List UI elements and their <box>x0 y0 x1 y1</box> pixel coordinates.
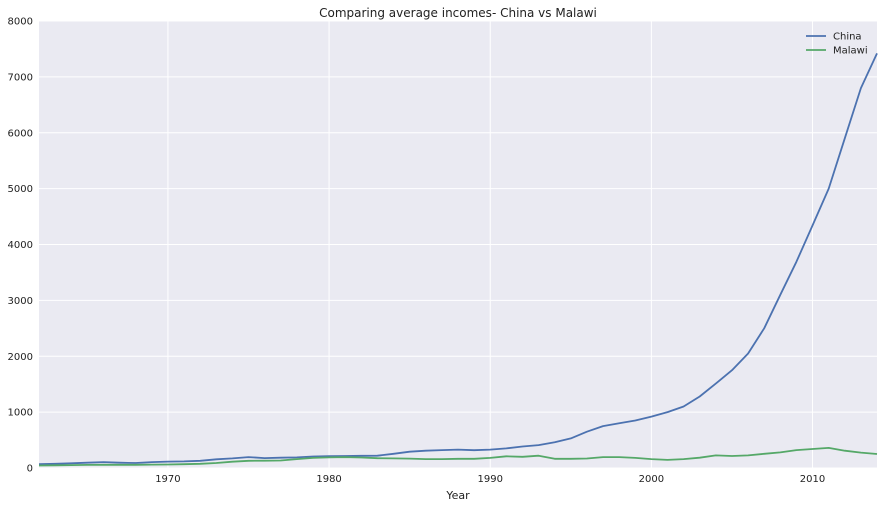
x-tick-label: 2010 <box>800 474 825 485</box>
series-line-china <box>38 53 878 465</box>
series-line-malawi <box>38 446 878 467</box>
legend: China Malawi <box>806 32 868 57</box>
x-tick-labels: 1970 1980 1990 2000 2010 <box>155 474 825 485</box>
legend-label-malawi: Malawi <box>833 46 868 57</box>
y-tick-label: 0 <box>27 464 33 475</box>
y-tick-labels: 0 1000 2000 3000 4000 5000 6000 7000 8000 <box>8 17 33 475</box>
chart-title: Comparing average incomes- China vs Mala… <box>319 6 597 20</box>
y-tick-label: 7000 <box>8 72 33 83</box>
y-tick-label: 8000 <box>8 17 33 28</box>
x-tick-label: 1990 <box>478 474 503 485</box>
grid <box>39 20 877 469</box>
y-tick-label: 3000 <box>8 296 33 307</box>
x-axis-label: Year <box>445 489 470 502</box>
x-tick-label: 2000 <box>639 474 664 485</box>
y-tick-label: 5000 <box>8 184 33 195</box>
series-layer <box>38 53 878 467</box>
y-tick-label: 1000 <box>8 408 33 419</box>
x-tick-label: 1980 <box>316 474 341 485</box>
x-tick-label: 1970 <box>155 474 180 485</box>
y-tick-label: 6000 <box>8 128 33 139</box>
y-tick-label: 2000 <box>8 352 33 363</box>
legend-label-china: China <box>833 32 862 43</box>
y-tick-label: 4000 <box>8 240 33 251</box>
